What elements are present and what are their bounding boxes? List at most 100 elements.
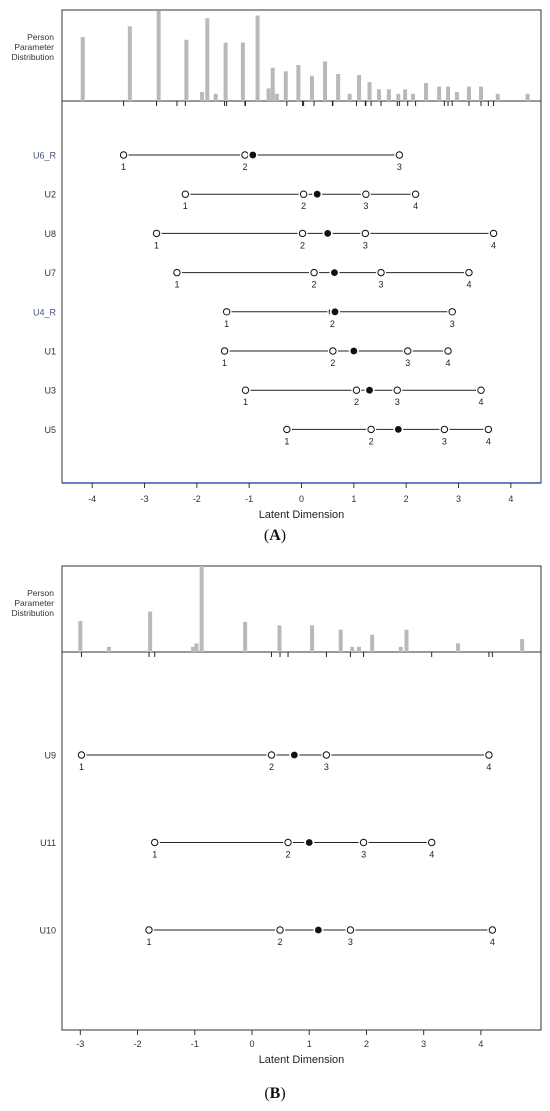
person-distribution-bar: [127, 26, 132, 101]
person-distribution-bar: [454, 92, 459, 101]
item-mean-point: [366, 386, 373, 394]
threshold-point: [241, 386, 250, 394]
person-distribution-bar: [277, 625, 282, 652]
threshold-point: [241, 151, 249, 159]
histogram-label-line: Distribution: [11, 608, 54, 618]
item-label: U5: [44, 425, 56, 435]
threshold-point: [484, 425, 493, 434]
x-tick-label: 2: [404, 494, 409, 504]
person-distribution-bar: [148, 611, 153, 652]
histogram-label-line: Person: [27, 588, 54, 598]
threshold-label: 3: [363, 240, 368, 250]
threshold-label: 1: [222, 358, 227, 368]
person-distribution-bar: [78, 621, 83, 652]
threshold-point: [465, 268, 473, 277]
threshold-point: [299, 190, 308, 198]
x-tick-label: -2: [134, 1039, 142, 1049]
threshold-label: 3: [395, 397, 400, 407]
threshold-point: [119, 151, 128, 159]
threshold-label: 2: [269, 762, 274, 772]
x-axis-title: Latent Dimension: [259, 509, 345, 521]
threshold-label: 2: [286, 850, 291, 860]
person-distribution-bar: [191, 646, 196, 652]
threshold-label: 3: [379, 280, 384, 290]
threshold-point: [444, 347, 452, 355]
item-label: U2: [44, 190, 56, 200]
item-mean-point: [290, 751, 298, 759]
threshold-label: 2: [300, 240, 305, 250]
threshold-label: 2: [330, 358, 335, 368]
threshold-point: [404, 347, 412, 355]
threshold-label: 2: [278, 937, 283, 947]
histogram-label-line: Parameter: [14, 42, 54, 52]
threshold-point: [310, 268, 318, 277]
threshold-label: 3: [442, 436, 447, 446]
person-distribution-bar: [205, 18, 210, 102]
person-distribution-bar: [386, 89, 391, 101]
person-distribution-bar: [495, 93, 500, 101]
threshold-point: [276, 926, 284, 934]
person-distribution-bar: [404, 629, 409, 652]
person-distribution-bar: [357, 646, 362, 652]
threshold-point: [220, 347, 229, 355]
threshold-label: 2: [354, 397, 359, 407]
threshold-label: 3: [348, 937, 353, 947]
person-distribution-bar: [520, 639, 525, 652]
threshold-label: 1: [121, 162, 126, 172]
threshold-label: 1: [154, 240, 159, 250]
panel-b-chart: Person Parameter Distribution U9 1 2 3 4 U11 1 2 3 4…: [11, 565, 542, 1066]
person-distribution-bar: [199, 566, 204, 652]
person-distribution-bar: [398, 646, 403, 652]
x-tick-label: 1: [307, 1039, 312, 1049]
threshold-label: 1: [243, 397, 248, 407]
item-mean-point: [331, 308, 339, 316]
person-distribution-bar: [367, 82, 372, 101]
person-distribution-bar: [106, 646, 111, 652]
person-distribution-bar: [213, 93, 218, 101]
histogram-label: Person Parameter Distribution: [11, 32, 54, 62]
item-label: U3: [44, 386, 56, 396]
threshold-label: 3: [363, 201, 368, 211]
item-mean-point: [313, 190, 321, 198]
x-axis-title: Latent Dimension: [259, 1054, 345, 1066]
person-distribution-bar: [156, 11, 161, 101]
threshold-point: [284, 838, 292, 847]
threshold-point: [448, 308, 456, 316]
x-tick-label: -4: [88, 494, 96, 504]
person-distribution-bar: [243, 621, 248, 652]
threshold-label: 4: [466, 280, 471, 290]
panel-a-chart: Person Parameter Distribution U6_R 1 2 3 U2 1 2 3 4…: [11, 9, 542, 521]
item-mean-point: [314, 926, 322, 934]
person-distribution-bar: [424, 83, 429, 101]
person-distribution-bar: [525, 93, 530, 101]
x-tick-label: -3: [76, 1039, 84, 1049]
threshold-label: 1: [152, 850, 157, 860]
person-distribution-bar: [370, 634, 375, 652]
x-tick-label: 1: [351, 494, 356, 504]
person-distribution-bar: [336, 74, 341, 101]
panel-b-letter: B: [269, 1085, 281, 1102]
threshold-label: 2: [330, 319, 335, 329]
histogram-frame: [61, 565, 542, 653]
person-distribution-bar: [296, 65, 301, 101]
threshold-point: [361, 229, 370, 238]
threshold-point: [173, 268, 181, 277]
item-mean-point: [324, 230, 332, 237]
person-distribution-bar: [437, 86, 442, 101]
threshold-label: 4: [490, 937, 495, 947]
threshold-label: 2: [312, 280, 317, 290]
threshold-point: [346, 926, 355, 934]
threshold-point: [352, 386, 361, 394]
x-tick-label: -3: [140, 494, 148, 504]
threshold-point: [151, 838, 159, 847]
person-distribution-bar: [479, 86, 484, 101]
threshold-point: [152, 229, 161, 238]
x-tick-label: 3: [456, 494, 461, 504]
threshold-point: [222, 308, 231, 316]
panel-b-caption: (B): [264, 1085, 286, 1102]
x-tick-label: -2: [193, 494, 201, 504]
person-distribution-bar: [80, 37, 85, 101]
threshold-point: [440, 425, 449, 434]
person-distribution-bar: [184, 39, 189, 101]
item-mean-point: [331, 269, 338, 276]
